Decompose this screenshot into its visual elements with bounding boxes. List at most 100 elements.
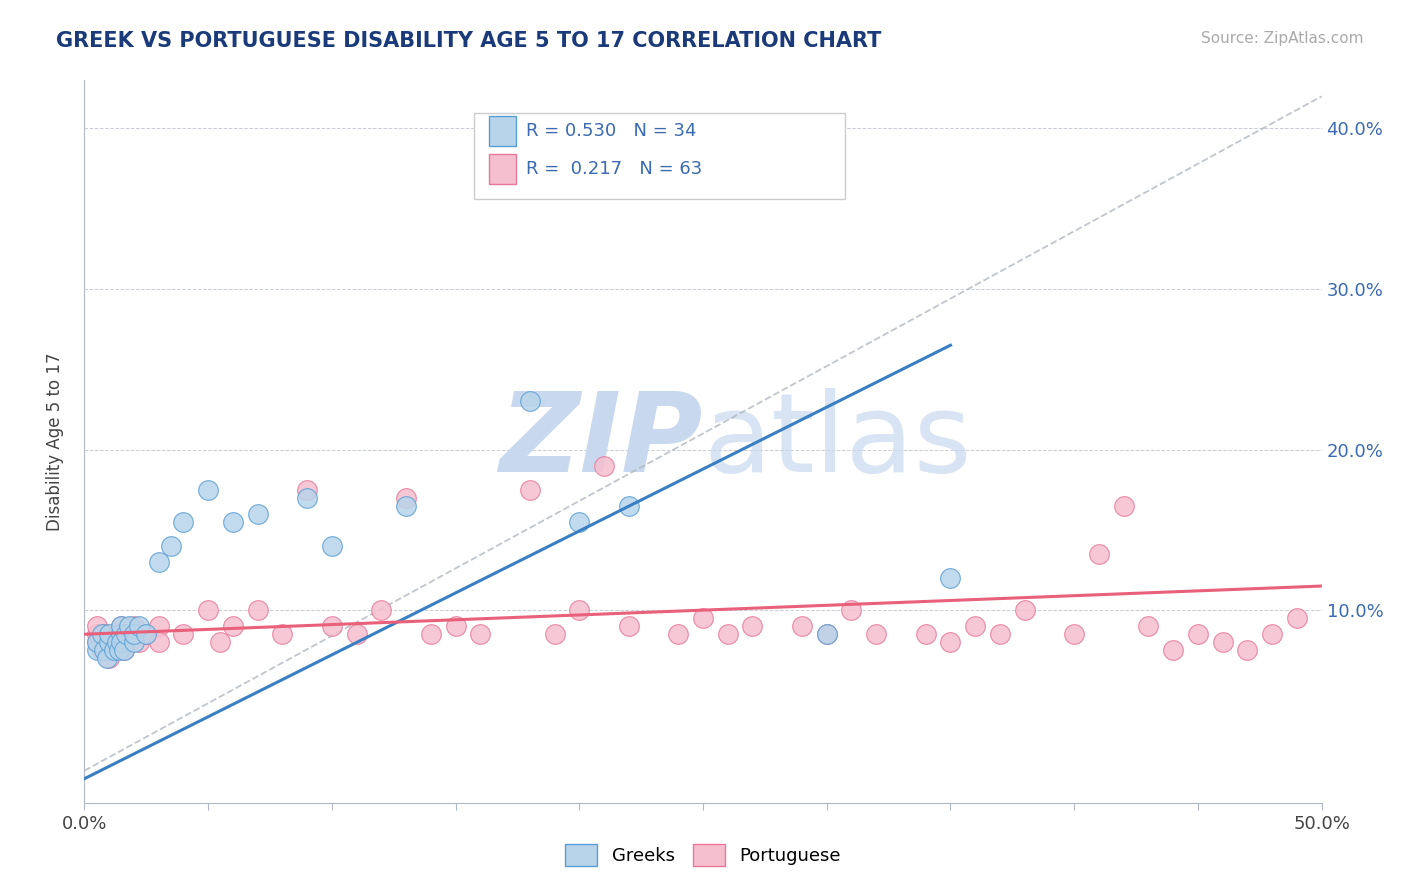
Point: [666, 627, 689, 641]
Point: [1161, 643, 1184, 657]
Point: [197, 483, 219, 497]
Text: ZIP: ZIP: [499, 388, 703, 495]
Text: R = 0.530   N = 34: R = 0.530 N = 34: [526, 122, 696, 140]
Point: [122, 627, 145, 641]
Point: [110, 619, 132, 633]
Point: [103, 643, 125, 657]
Point: [815, 627, 838, 641]
Point: [1014, 603, 1036, 617]
Point: [148, 555, 170, 569]
FancyBboxPatch shape: [474, 112, 845, 200]
Point: [741, 619, 763, 633]
Point: [815, 627, 838, 641]
Point: [135, 627, 157, 641]
Point: [790, 619, 813, 633]
Point: [617, 499, 640, 513]
Point: [98, 627, 121, 641]
Point: [86, 635, 108, 649]
Point: [593, 458, 616, 473]
Point: [115, 635, 138, 649]
Point: [865, 627, 887, 641]
Point: [105, 627, 128, 641]
Point: [470, 627, 492, 641]
Point: [118, 627, 141, 641]
Point: [543, 627, 565, 641]
Point: [568, 515, 591, 529]
Point: [295, 491, 318, 505]
Point: [135, 627, 157, 641]
Point: [692, 611, 714, 625]
Point: [90, 643, 112, 657]
Point: [271, 627, 294, 641]
Point: [1261, 627, 1284, 641]
Point: [118, 619, 141, 633]
Point: [112, 643, 135, 657]
Point: [246, 603, 269, 617]
Point: [346, 627, 368, 641]
Point: [98, 635, 121, 649]
Point: [128, 619, 150, 633]
Point: [295, 483, 318, 497]
Point: [1063, 627, 1085, 641]
Point: [419, 627, 441, 641]
Point: [108, 643, 131, 657]
Point: [112, 643, 135, 657]
Point: [395, 499, 418, 513]
Point: [395, 491, 418, 505]
Text: atlas: atlas: [703, 388, 972, 495]
Point: [86, 643, 108, 657]
Point: [160, 539, 183, 553]
Point: [122, 619, 145, 633]
Point: [86, 619, 108, 633]
Point: [86, 627, 108, 641]
Text: GREEK VS PORTUGUESE DISABILITY AGE 5 TO 17 CORRELATION CHART: GREEK VS PORTUGUESE DISABILITY AGE 5 TO …: [56, 31, 882, 51]
FancyBboxPatch shape: [489, 154, 516, 185]
Point: [988, 627, 1011, 641]
Text: R =  0.217   N = 63: R = 0.217 N = 63: [526, 161, 703, 178]
Point: [1137, 619, 1160, 633]
Point: [617, 619, 640, 633]
Point: [519, 483, 541, 497]
Point: [939, 571, 962, 585]
Point: [96, 651, 118, 665]
Point: [914, 627, 936, 641]
Point: [1285, 611, 1308, 625]
Point: [321, 539, 343, 553]
Point: [172, 515, 194, 529]
Point: [321, 619, 343, 633]
Point: [110, 635, 132, 649]
Point: [148, 619, 170, 633]
Point: [939, 635, 962, 649]
Point: [209, 635, 232, 649]
Point: [148, 635, 170, 649]
Point: [1088, 547, 1111, 561]
Point: [172, 627, 194, 641]
Point: [128, 635, 150, 649]
Point: [370, 603, 392, 617]
Legend: Greeks, Portuguese: Greeks, Portuguese: [558, 837, 848, 873]
Point: [965, 619, 987, 633]
Point: [86, 635, 108, 649]
Point: [1112, 499, 1135, 513]
Point: [246, 507, 269, 521]
Point: [90, 627, 112, 641]
Point: [444, 619, 467, 633]
Point: [115, 627, 138, 641]
Point: [110, 619, 132, 633]
Point: [93, 643, 115, 657]
Point: [122, 627, 145, 641]
Point: [1236, 643, 1258, 657]
Point: [519, 394, 541, 409]
Point: [1187, 627, 1209, 641]
Point: [110, 627, 132, 641]
Point: [103, 635, 125, 649]
Point: [105, 635, 128, 649]
Point: [98, 643, 121, 657]
Point: [568, 603, 591, 617]
Point: [1212, 635, 1234, 649]
Point: [197, 603, 219, 617]
Point: [717, 627, 740, 641]
Point: [841, 603, 863, 617]
Point: [98, 651, 121, 665]
Y-axis label: Disability Age 5 to 17: Disability Age 5 to 17: [45, 352, 63, 531]
